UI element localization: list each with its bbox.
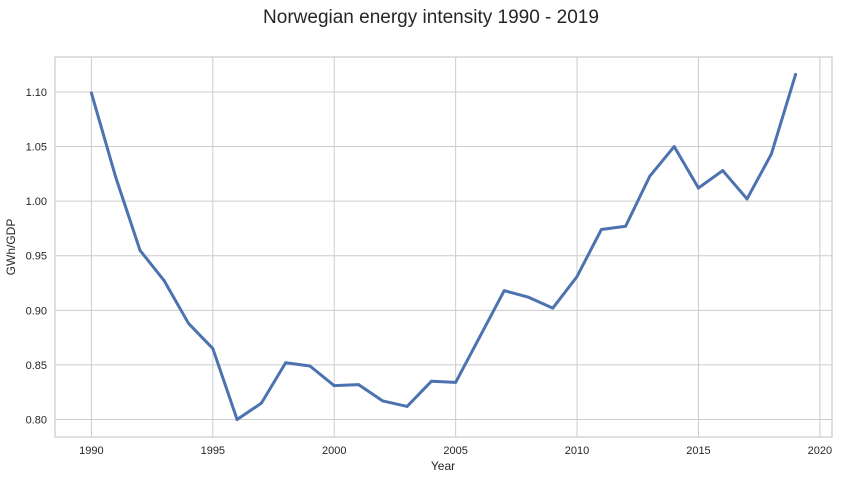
x-tick-label: 2010 — [565, 445, 589, 457]
data-point — [405, 405, 409, 408]
data-point — [672, 145, 676, 148]
y-axis: 0.80 0.85 0.90 0.95 1.00 1.05 1.10 — [26, 87, 47, 427]
data-point — [284, 361, 288, 365]
x-axis: 1990 1995 2000 2005 2010 2015 2020 — [79, 445, 832, 457]
x-tick-label: 1995 — [201, 445, 225, 457]
data-point — [648, 174, 652, 178]
data-point — [624, 224, 628, 228]
data-point — [235, 418, 239, 421]
y-tick-label: 0.80 — [26, 415, 47, 427]
y-tick-label: 0.90 — [26, 305, 47, 317]
x-tick-label: 2000 — [322, 445, 346, 457]
data-point — [211, 347, 215, 350]
data-point — [308, 364, 312, 368]
x-axis-label: Year — [431, 459, 455, 473]
x-tick-label: 2005 — [443, 445, 467, 457]
data-point — [745, 197, 749, 201]
data-point — [478, 335, 482, 338]
data-point — [429, 379, 433, 383]
data-point — [721, 169, 725, 172]
data-point — [794, 73, 797, 76]
x-tick-label: 2020 — [808, 445, 832, 457]
data-point — [599, 228, 603, 231]
data-point — [527, 295, 530, 299]
data-point — [162, 279, 166, 283]
y-tick-label: 0.95 — [26, 251, 47, 263]
data-point — [575, 275, 579, 278]
data-point — [454, 381, 458, 384]
y-tick-label: 1.00 — [26, 196, 47, 208]
series-layer — [89, 72, 798, 422]
chart-title: Norwegian energy intensity 1990 - 2019 — [263, 7, 599, 28]
y-tick-label: 0.85 — [26, 360, 47, 372]
y-tick-label: 1.05 — [26, 142, 47, 154]
data-point — [357, 383, 360, 386]
data-point — [138, 248, 142, 252]
series-line — [89, 72, 798, 422]
data-point — [502, 289, 506, 293]
y-tick-label: 1.10 — [26, 87, 47, 99]
x-tick-label: 1990 — [79, 445, 103, 457]
data-point — [332, 384, 336, 388]
data-point — [114, 175, 118, 179]
data-point — [90, 91, 93, 95]
grid — [55, 57, 832, 437]
data-point — [769, 152, 773, 156]
y-axis-label: GWh/GDP — [4, 219, 18, 276]
plot-frame — [54, 56, 833, 438]
data-point — [551, 306, 555, 310]
data-point — [697, 186, 700, 190]
data-point — [259, 401, 263, 405]
data-point — [381, 399, 385, 403]
data-point — [187, 322, 190, 325]
x-tick-label: 2015 — [686, 445, 710, 457]
